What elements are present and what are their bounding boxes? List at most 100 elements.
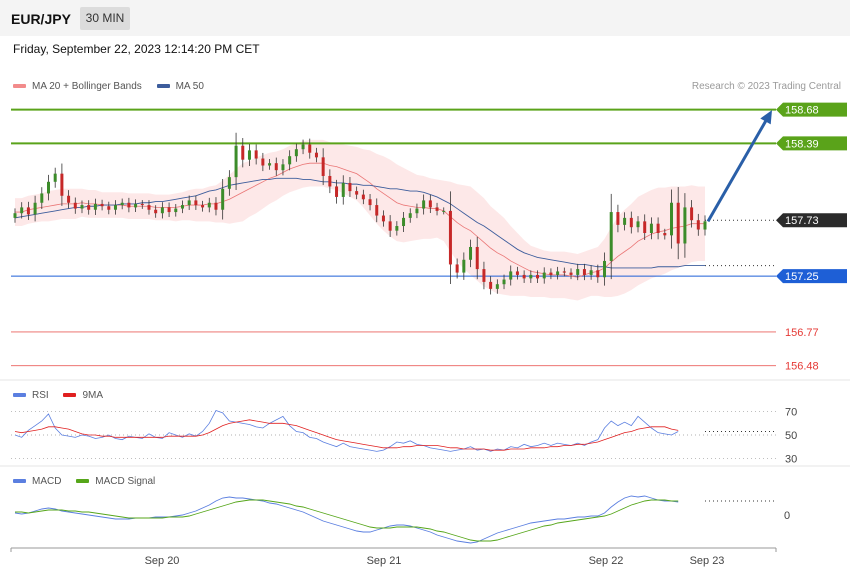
candle-body [348, 182, 352, 192]
candle-body [683, 207, 687, 244]
resistance-tag [776, 102, 847, 117]
candle [221, 179, 225, 220]
candle-body [113, 205, 117, 210]
candle-body [67, 195, 71, 203]
candle [294, 143, 298, 162]
candle [13, 208, 17, 223]
candle-body [703, 221, 707, 230]
candle-body [428, 200, 432, 208]
candle [549, 268, 553, 280]
candle [623, 212, 627, 231]
candle-body [636, 221, 640, 228]
macd-swatch [13, 479, 26, 484]
candle [160, 202, 164, 219]
candle [26, 201, 30, 220]
candle [53, 167, 57, 188]
candle [442, 207, 446, 215]
symbol-title: EUR/JPY [11, 11, 71, 27]
candle [60, 163, 64, 206]
candle-body [562, 271, 566, 273]
candle-body [314, 152, 318, 158]
candle [670, 189, 674, 249]
candle [402, 211, 406, 232]
rsi-tick-label: 50 [785, 430, 797, 442]
macd-line [14, 495, 679, 544]
candle-body [696, 220, 700, 230]
candle-body [301, 144, 305, 150]
candle-body [160, 207, 164, 214]
candle [120, 198, 124, 210]
candle-body [46, 181, 50, 194]
candle-body [388, 221, 392, 231]
candle-body [254, 150, 258, 159]
candle [381, 210, 385, 227]
candle [107, 201, 111, 215]
candle-body [20, 207, 24, 214]
candle [174, 204, 178, 217]
candle [134, 199, 138, 212]
ma50-swatch [156, 84, 170, 89]
candle-body [502, 279, 506, 285]
candle [428, 194, 432, 213]
current-price-tag [776, 213, 847, 228]
candle-body [274, 163, 278, 171]
ma50-legend-label: MA 50 [175, 81, 204, 92]
candle-body [402, 217, 406, 227]
candle [542, 267, 546, 284]
rsi-tick-label: 30 [785, 453, 797, 465]
candle [308, 138, 312, 159]
candle-body [341, 182, 345, 197]
candle [234, 132, 238, 191]
candle-body [40, 193, 44, 203]
projection-arrowhead [760, 110, 772, 125]
candle-body [120, 202, 124, 206]
candle-body [93, 203, 97, 210]
candle [596, 264, 600, 283]
timeframe-button[interactable]: 30 MIN [80, 7, 130, 30]
candle [167, 202, 171, 217]
candle [489, 276, 493, 295]
macd-signal-swatch [76, 479, 90, 484]
candle [582, 263, 586, 281]
candle-body [335, 186, 339, 197]
candle [522, 270, 526, 283]
candle-body [422, 200, 426, 209]
candle [335, 179, 339, 204]
candle-body [368, 199, 372, 206]
projection-arrow [706, 112, 772, 223]
macd-legend-label: MACD [32, 476, 62, 487]
candle-body [395, 226, 399, 231]
rsi-tick-label: 70 [785, 407, 797, 419]
candle [690, 200, 694, 228]
timestamp: Friday, September 22, 2023 12:14:20 PM C… [13, 42, 260, 56]
candle [395, 221, 399, 236]
candle [448, 191, 452, 284]
candle-body [26, 207, 30, 215]
candle-body [643, 221, 647, 234]
candle-body [495, 284, 499, 289]
candle [576, 263, 580, 281]
candle [247, 144, 251, 166]
candle [214, 197, 218, 216]
rsi-line [14, 410, 679, 452]
candle [629, 211, 633, 234]
candle-body [582, 269, 586, 275]
candle [589, 265, 593, 280]
candle-body [663, 233, 667, 236]
candle [422, 194, 426, 215]
candle [281, 159, 285, 176]
support-label: 156.77 [785, 327, 819, 339]
candle [87, 200, 91, 215]
candle [180, 200, 184, 214]
candle [194, 195, 198, 210]
candle [703, 215, 707, 236]
candle [536, 270, 540, 283]
candle-body [167, 207, 171, 213]
candle [509, 265, 513, 286]
candle [482, 261, 486, 290]
candle [328, 169, 332, 194]
credit-text: Research © 2023 Trading Central [691, 81, 841, 92]
time-tick-label: Sep 22 [589, 555, 624, 567]
